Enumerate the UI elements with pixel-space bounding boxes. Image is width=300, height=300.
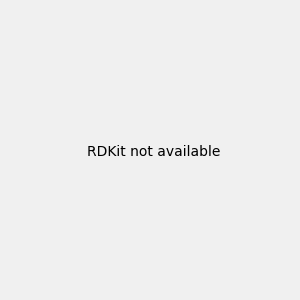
Text: RDKit not available: RDKit not available: [87, 145, 220, 158]
